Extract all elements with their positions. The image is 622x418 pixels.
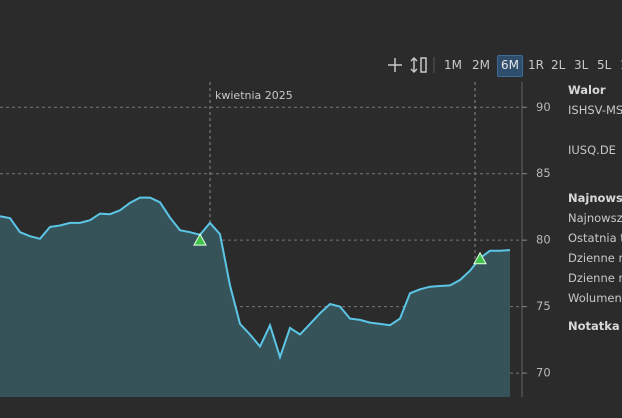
panel-label: Dzienne m [568, 271, 622, 285]
range-button[interactable]: 6M [497, 55, 523, 77]
trade-marker [193, 233, 207, 246]
y-tick-label: 85 [536, 166, 551, 180]
y-tick-label: 70 [536, 366, 551, 380]
range-button[interactable]: 1R [528, 58, 544, 72]
range-button[interactable]: 1 [617, 55, 622, 75]
panel-label: Notatka [568, 319, 620, 333]
y-tick-label: 90 [536, 100, 551, 114]
panel-label: Najnowsza [568, 191, 622, 205]
panel-label: Najnowsza [568, 211, 622, 225]
x-tick-label: kwietnia 2025 [215, 89, 293, 102]
panel-label: ISHSV-MS [568, 103, 622, 117]
range-button[interactable]: 1M [444, 58, 462, 72]
scale-icon[interactable] [410, 56, 427, 74]
panel-label: Dzienne m [568, 251, 622, 265]
y-tick-label: 80 [536, 233, 551, 247]
panel-label: IUSQ.DE [568, 143, 616, 157]
area [0, 197, 510, 397]
range-button[interactable]: 2M [472, 58, 490, 72]
panel-label: Ostatnia tr [568, 231, 622, 245]
line [0, 196, 511, 361]
range-button[interactable]: 3L [574, 58, 589, 72]
trade-marker [473, 251, 487, 265]
panel-label: Wolumen [568, 291, 622, 305]
panel-label: Walor [568, 83, 606, 97]
crosshair-icon[interactable] [388, 58, 402, 72]
y-tick-label: 75 [536, 299, 551, 313]
range-button[interactable]: 2L [551, 58, 566, 72]
range-button[interactable]: 5L [597, 58, 612, 72]
